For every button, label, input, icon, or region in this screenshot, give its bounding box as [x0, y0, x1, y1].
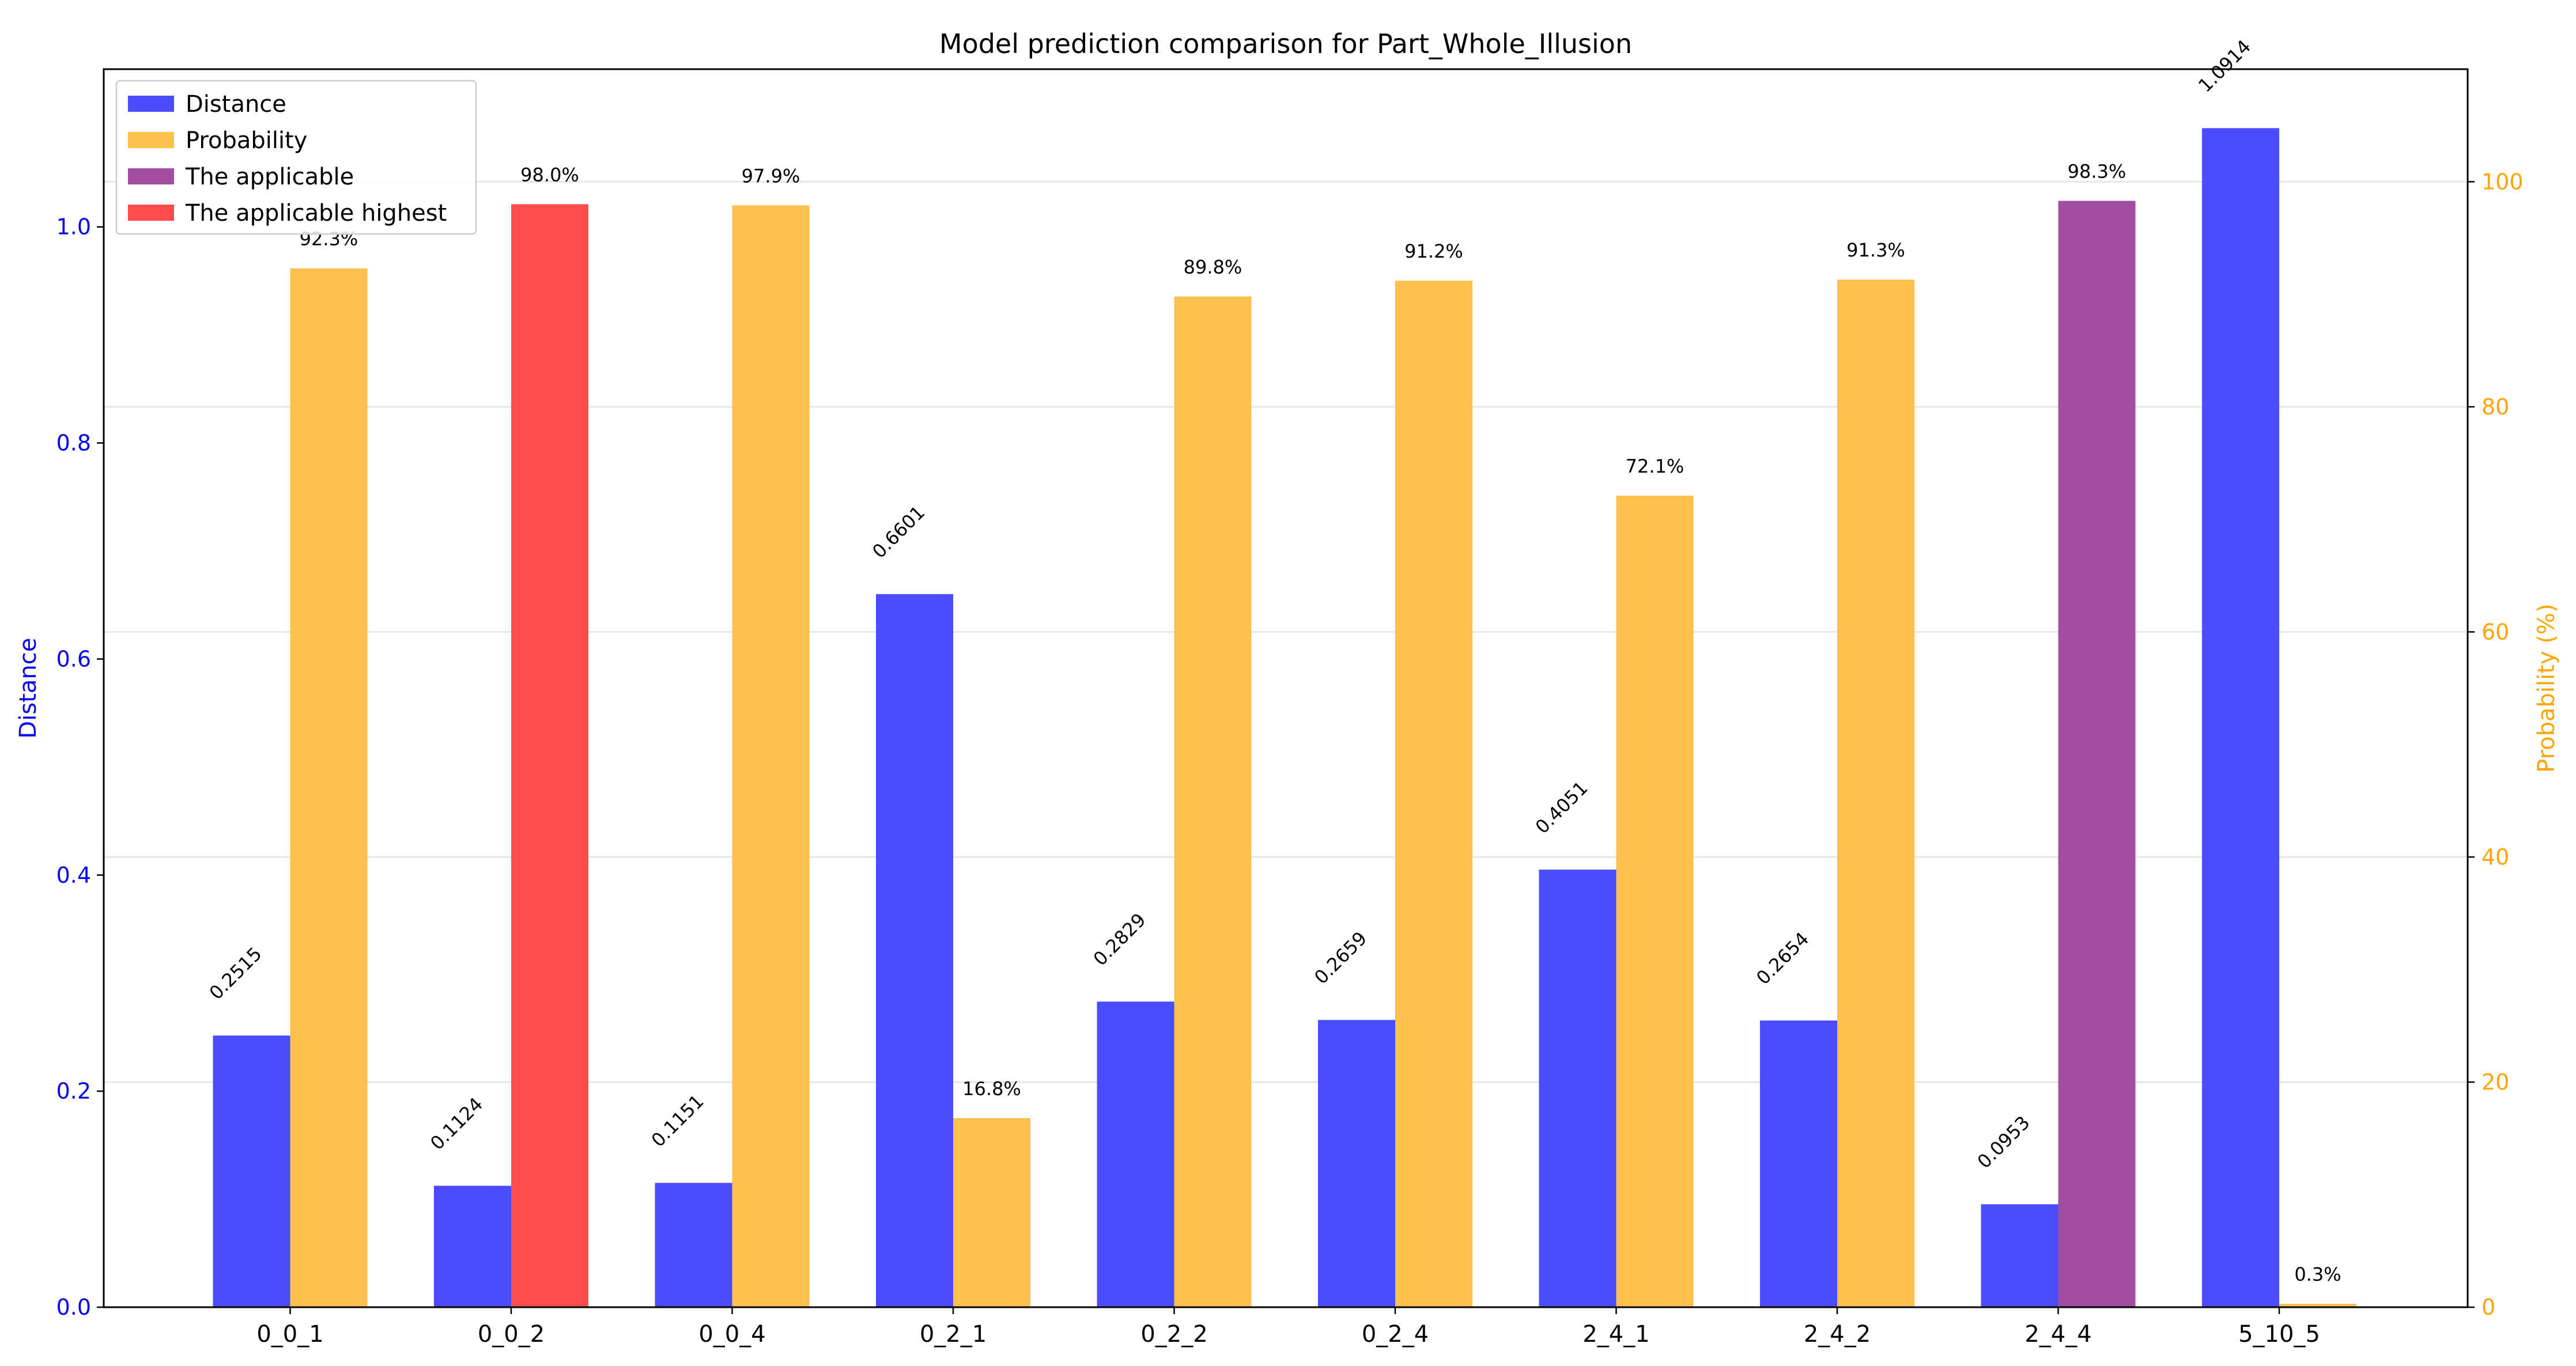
y-right-tick-label: 80 — [2481, 394, 2509, 420]
highlight-probability-bar — [2058, 201, 2136, 1307]
axes: 0_0_1 0_0_2 0_0_4 0_2_1 0_2_2 0_2_4 2_4_1 2_4_2… — [56, 68, 2524, 1348]
distance-data-label: 1.0914 — [2194, 36, 2255, 97]
x-tick-label: 0_0_2 — [478, 1321, 545, 1348]
probability-data-label: 91.3% — [1846, 239, 1905, 261]
distance-bar — [1981, 1204, 2058, 1307]
probability-bar — [2279, 1304, 2356, 1307]
y-right-tick-label: 0 — [2481, 1295, 2495, 1320]
y-right-tick-label: 60 — [2481, 619, 2509, 644]
legend-swatch — [128, 132, 174, 148]
distance-data-label: 0.1124 — [426, 1093, 487, 1154]
highlight-probability-bar — [511, 204, 588, 1307]
y-left-tick-label: 0.0 — [56, 1295, 91, 1320]
legend-label: The applicable — [185, 164, 354, 190]
x-tick-label: 2_4_1 — [1582, 1321, 1649, 1348]
y-left-tick-label: 0.4 — [56, 862, 91, 888]
distance-data-label: 0.2654 — [1752, 928, 1813, 989]
distance-bar — [434, 1186, 511, 1307]
legend: Distance Probability The applicable The app… — [115, 80, 477, 235]
probability-bar — [953, 1118, 1030, 1307]
probability-bar — [732, 205, 810, 1307]
distance-bar — [1318, 1020, 1395, 1307]
distance-data-label: 0.4051 — [1531, 777, 1592, 838]
y-left-tick-label: 0.8 — [56, 431, 91, 456]
x-tick-label: 0_0_4 — [698, 1321, 765, 1348]
distance-bar — [876, 594, 953, 1307]
plot-frame — [103, 68, 2469, 1308]
legend-label: Distance — [186, 91, 286, 118]
distance-data-label: 0.6601 — [868, 501, 929, 563]
probability-data-label: 97.9% — [742, 165, 800, 187]
x-tick-label: 5_10_5 — [2238, 1321, 2320, 1348]
x-tick-label: 2_4_4 — [2024, 1321, 2091, 1348]
x-tick-label: 0_2_1 — [920, 1321, 987, 1348]
y-right-tick-label: 100 — [2481, 169, 2524, 194]
legend-label: Probability — [186, 127, 307, 154]
y-left-tick-label: 1.0 — [56, 214, 91, 240]
y-right-tick-label: 20 — [2481, 1069, 2509, 1095]
probability-bar — [1837, 280, 1914, 1307]
probability-data-label: 91.2% — [1404, 240, 1463, 262]
probability-data-label: 98.0% — [520, 164, 579, 186]
legend-box — [115, 80, 477, 235]
distance-data-label: 0.0953 — [1973, 1112, 2034, 1173]
probability-data-label: 89.8% — [1184, 256, 1242, 278]
x-tick-label: 2_4_2 — [1804, 1321, 1871, 1348]
legend-label: The applicable highest — [185, 200, 447, 227]
legend-swatch — [128, 168, 174, 184]
y-axis-left-label: Distance — [15, 638, 41, 739]
distance-bar — [213, 1035, 290, 1307]
x-tick-label: 0_0_1 — [256, 1321, 323, 1348]
probability-bar — [1616, 496, 1694, 1307]
distance-bar — [655, 1183, 732, 1307]
distance-data-label: 0.2829 — [1089, 909, 1150, 970]
distance-bar — [1539, 869, 1616, 1307]
distance-data-label: 0.1151 — [647, 1090, 708, 1151]
y-left-tick-label: 0.2 — [56, 1078, 91, 1104]
probability-data-label: 98.3% — [2068, 160, 2126, 182]
y-left-tick-label: 0.6 — [56, 646, 91, 671]
probability-bar — [1174, 296, 1252, 1307]
y-right-tick-label: 40 — [2481, 844, 2509, 870]
distance-data-label: 0.2659 — [1310, 927, 1371, 988]
distance-bar — [1097, 1001, 1174, 1307]
distance-bar — [1760, 1020, 1837, 1307]
probability-data-label: 72.1% — [1626, 455, 1684, 477]
legend-swatch — [128, 96, 174, 112]
legend-swatch — [128, 205, 174, 221]
distance-bar — [2202, 128, 2279, 1308]
chart-title: Model prediction comparison for Part_Who… — [939, 28, 1632, 59]
probability-bar — [290, 268, 368, 1308]
probability-bar — [1395, 281, 1472, 1307]
distance-data-label: 0.2515 — [205, 943, 266, 1004]
x-tick-label: 0_2_2 — [1140, 1321, 1207, 1348]
y-axis-right-label: Probability (%) — [2533, 603, 2560, 772]
bars — [213, 128, 2356, 1308]
probability-data-label: 16.8% — [962, 1078, 1021, 1100]
probability-data-label: 0.3% — [2294, 1263, 2341, 1285]
x-tick-label: 0_2_4 — [1362, 1321, 1429, 1348]
